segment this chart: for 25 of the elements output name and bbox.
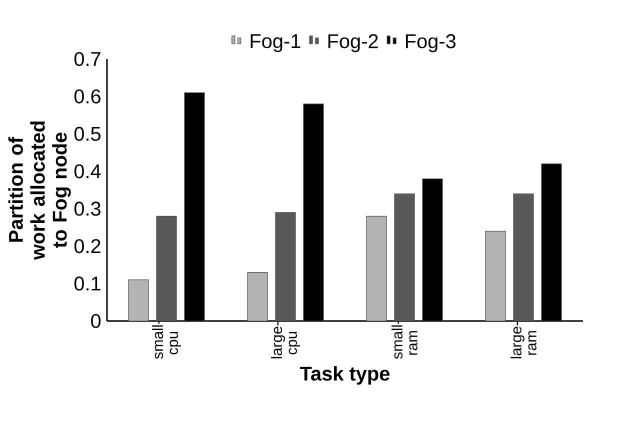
bar [366, 216, 387, 321]
y-tick-label: 0.4 [74, 164, 101, 178]
x-axis-title: Task type [300, 366, 390, 385]
bar [128, 280, 149, 321]
legend-label: Fog-3 [406, 34, 456, 52]
bar [513, 193, 534, 321]
bar [394, 193, 415, 321]
bar [156, 216, 177, 321]
y-tick-label: 0.6 [74, 89, 100, 104]
x-tick-label: large-ram [510, 322, 536, 358]
bar [485, 230, 506, 321]
legend-label: Fog-2 [328, 34, 378, 52]
y-tick-label: 0.3 [74, 202, 100, 216]
bar [247, 272, 268, 321]
x-tick-label: small-ram [392, 320, 418, 359]
legend-label: Fog-1 [250, 34, 300, 52]
y-tick-label: 0.2 [74, 239, 100, 254]
bar [275, 212, 296, 321]
y-tick-label: 0 [91, 314, 101, 328]
y-tick-label: 0.5 [74, 126, 101, 141]
y-axis-title: Partition of work allocated to Fog node [8, 122, 71, 260]
y-tick-label: 0.7 [74, 52, 100, 66]
x-tick-label: large-cpu [271, 322, 300, 358]
y-tick-label: 0.1 [74, 276, 100, 291]
x-tick-label: small-cpu [152, 320, 181, 359]
